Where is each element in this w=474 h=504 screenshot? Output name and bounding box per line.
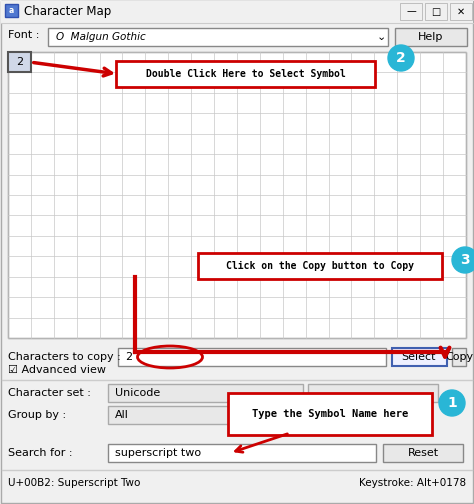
- FancyBboxPatch shape: [450, 3, 472, 20]
- Text: All: All: [115, 410, 129, 420]
- Text: Character set :: Character set :: [8, 388, 91, 398]
- Text: a: a: [9, 6, 14, 15]
- Text: Characters to copy :: Characters to copy :: [8, 352, 121, 362]
- FancyBboxPatch shape: [392, 348, 447, 366]
- FancyBboxPatch shape: [108, 444, 376, 462]
- Text: 2: 2: [396, 51, 406, 65]
- Text: Help: Help: [419, 32, 444, 42]
- Text: □: □: [431, 7, 441, 17]
- Circle shape: [439, 390, 465, 416]
- FancyBboxPatch shape: [452, 348, 466, 366]
- Text: Click on the Copy button to Copy: Click on the Copy button to Copy: [226, 261, 414, 271]
- FancyBboxPatch shape: [425, 3, 447, 20]
- FancyBboxPatch shape: [395, 28, 467, 46]
- Text: Unicode: Unicode: [115, 388, 160, 398]
- FancyBboxPatch shape: [1, 1, 473, 23]
- FancyBboxPatch shape: [118, 348, 386, 366]
- Text: 3: 3: [460, 253, 470, 267]
- Text: ⌄: ⌄: [376, 32, 386, 42]
- Text: 1: 1: [447, 396, 457, 410]
- Text: Reset: Reset: [408, 448, 438, 458]
- Text: Group by :: Group by :: [8, 410, 66, 420]
- FancyBboxPatch shape: [198, 253, 442, 279]
- Text: Keystroke: Alt+0178: Keystroke: Alt+0178: [359, 478, 466, 488]
- FancyBboxPatch shape: [108, 384, 303, 402]
- Text: Search for :: Search for :: [8, 448, 73, 458]
- Text: Type the Symbol Name here: Type the Symbol Name here: [252, 409, 408, 419]
- Text: ✕: ✕: [457, 7, 465, 17]
- Text: U+00B2: Superscript Two: U+00B2: Superscript Two: [8, 478, 140, 488]
- Text: Double Click Here to Select Symbol: Double Click Here to Select Symbol: [146, 69, 346, 79]
- Text: Font :: Font :: [8, 30, 39, 40]
- FancyBboxPatch shape: [228, 393, 432, 435]
- FancyBboxPatch shape: [8, 52, 31, 73]
- Text: 2: 2: [125, 352, 132, 362]
- FancyBboxPatch shape: [116, 61, 375, 87]
- FancyBboxPatch shape: [308, 384, 438, 402]
- Circle shape: [452, 247, 474, 273]
- Text: 2: 2: [16, 57, 23, 67]
- FancyBboxPatch shape: [5, 4, 18, 17]
- Text: ☑ Advanced view: ☑ Advanced view: [8, 365, 106, 375]
- Text: superscript two: superscript two: [115, 448, 201, 458]
- Text: O  Malgun Gothic: O Malgun Gothic: [56, 32, 146, 42]
- Text: Character Map: Character Map: [24, 5, 111, 18]
- Text: Copy: Copy: [445, 352, 473, 362]
- FancyBboxPatch shape: [8, 52, 466, 338]
- FancyBboxPatch shape: [108, 406, 303, 424]
- FancyBboxPatch shape: [48, 28, 388, 46]
- FancyBboxPatch shape: [383, 444, 463, 462]
- FancyBboxPatch shape: [400, 3, 422, 20]
- Text: Select: Select: [402, 352, 436, 362]
- Circle shape: [388, 45, 414, 71]
- Text: —: —: [406, 7, 416, 17]
